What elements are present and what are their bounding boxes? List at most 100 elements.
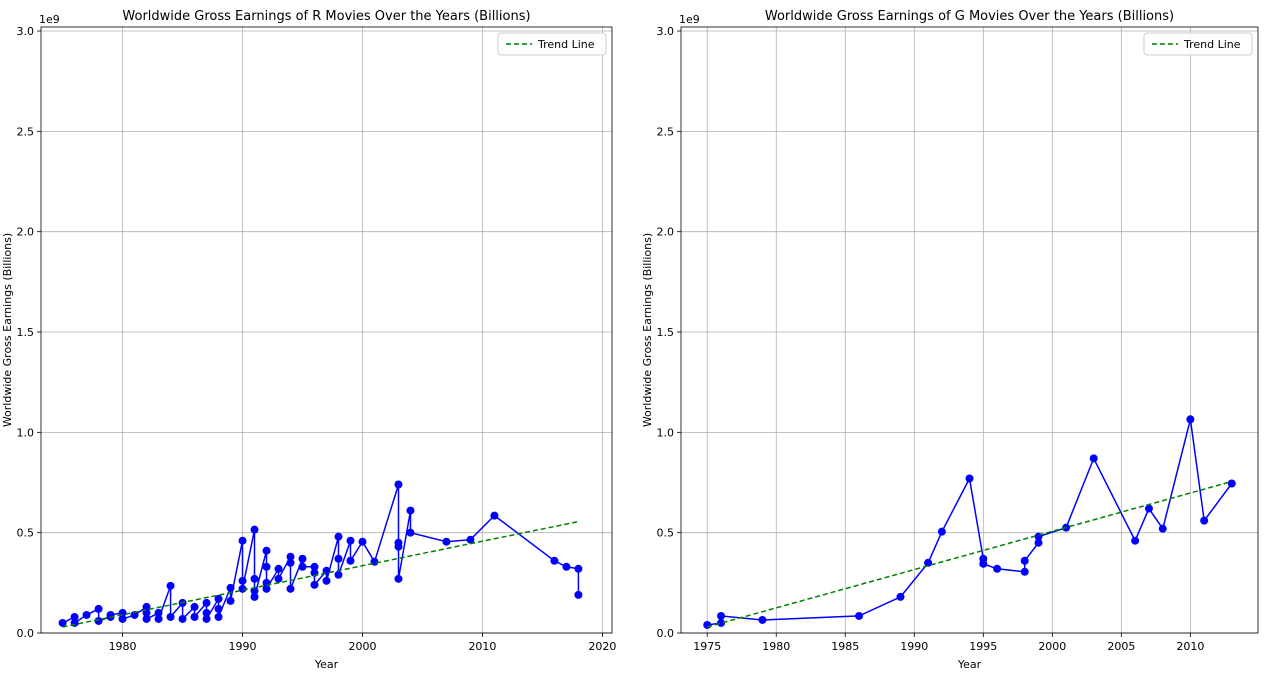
data-point	[226, 583, 235, 592]
x-axis-label: Year	[957, 658, 982, 671]
data-point	[250, 592, 259, 601]
data-point	[406, 506, 415, 515]
data-point	[286, 558, 295, 567]
data-point	[250, 525, 259, 534]
data-point	[226, 596, 235, 605]
y-tick-label: 2.0	[17, 226, 35, 239]
data-point	[190, 612, 199, 621]
y-tick-label: 1.0	[657, 426, 675, 439]
data-point	[758, 615, 767, 624]
data-point	[286, 584, 295, 593]
data-point	[550, 556, 559, 565]
data-point	[394, 480, 403, 489]
data-line	[62, 484, 580, 625]
data-point	[993, 564, 1002, 573]
data-point	[298, 554, 307, 563]
data-point	[1200, 516, 1209, 525]
data-point	[58, 618, 67, 627]
y-tick-label: 0.5	[657, 527, 675, 540]
x-tick-label: 1980	[762, 640, 790, 653]
data-point	[310, 562, 319, 571]
data-point	[334, 570, 343, 579]
y-tick-label: 2.5	[17, 125, 35, 138]
data-point	[214, 604, 223, 613]
data-point	[286, 552, 295, 561]
data-point	[394, 574, 403, 583]
y-tick-label: 2.5	[657, 125, 675, 138]
x-tick-label: 2000	[1038, 640, 1066, 653]
data-point	[855, 611, 864, 620]
data-point	[130, 610, 139, 619]
y-tick-label: 1.5	[657, 326, 675, 339]
offset-text: 1e9	[39, 13, 60, 26]
data-point	[717, 611, 726, 620]
x-tick-label: 1990	[229, 640, 257, 653]
x-tick-label: 2010	[468, 640, 496, 653]
data-point	[1089, 454, 1098, 463]
data-point	[94, 616, 103, 625]
data-point	[1158, 524, 1167, 533]
legend-box	[1143, 32, 1253, 56]
x-tick-label: 1995	[969, 640, 997, 653]
data-point	[346, 556, 355, 565]
data-point	[310, 580, 319, 589]
data-point	[298, 562, 307, 571]
data-point	[250, 574, 259, 583]
y-tick-label: 0.5	[17, 527, 35, 540]
x-tick-label: 2010	[1176, 640, 1204, 653]
data-point	[924, 558, 933, 567]
data-point	[142, 614, 151, 623]
data-point	[490, 511, 499, 520]
data-point	[394, 542, 403, 551]
x-tick-label: 1990	[900, 640, 928, 653]
data-point	[965, 474, 974, 483]
data-point	[238, 576, 247, 585]
data-point	[466, 535, 475, 544]
data-point	[1020, 567, 1029, 576]
data-point	[703, 620, 712, 629]
data-point	[1144, 504, 1153, 513]
data-point	[562, 562, 571, 571]
data-point	[82, 610, 91, 619]
data-point	[178, 614, 187, 623]
y-axis-label: Worldwide Gross Earnings (Billions)	[641, 233, 654, 427]
x-tick-label: 1975	[693, 640, 721, 653]
data-point	[154, 614, 163, 623]
data-point	[979, 559, 988, 568]
data-line	[707, 419, 1233, 626]
data-point	[406, 528, 415, 537]
x-tick-label: 2000	[348, 640, 376, 653]
y-tick-label: 0.0	[17, 627, 35, 640]
y-tick-label: 3.0	[657, 25, 675, 38]
data-point	[238, 584, 247, 593]
data-point	[717, 618, 726, 627]
data-point	[1186, 415, 1195, 424]
data-point	[334, 554, 343, 563]
x-tick-label: 2020	[588, 640, 616, 653]
y-tick-label: 1.5	[17, 326, 35, 339]
y-tick-label: 2.0	[657, 226, 675, 239]
trend-line	[706, 480, 1233, 628]
data-point	[166, 612, 175, 621]
data-point	[238, 536, 247, 545]
data-point	[1020, 556, 1029, 565]
data-point	[190, 602, 199, 611]
data-point	[262, 584, 271, 593]
data-point	[937, 527, 946, 536]
y-tick-label: 0.0	[657, 627, 675, 640]
data-point	[1227, 479, 1236, 488]
legend-box	[497, 32, 607, 56]
offset-text: 1e9	[679, 13, 700, 26]
data-point	[142, 602, 151, 611]
chart-title: Worldwide Gross Earnings of G Movies Ove…	[765, 9, 1174, 24]
data-point	[262, 546, 271, 555]
data-point	[202, 614, 211, 623]
y-tick-label: 3.0	[17, 25, 35, 38]
data-point	[202, 608, 211, 617]
data-point	[358, 537, 367, 546]
y-tick-label: 1.0	[17, 426, 35, 439]
data-point	[154, 608, 163, 617]
chart-1: 1980 1990 2000 2010 2020 0.0 0.5 1.0 1.5 2.0 2.5 3.…	[1, 9, 616, 671]
x-tick-label: 2005	[1107, 640, 1135, 653]
